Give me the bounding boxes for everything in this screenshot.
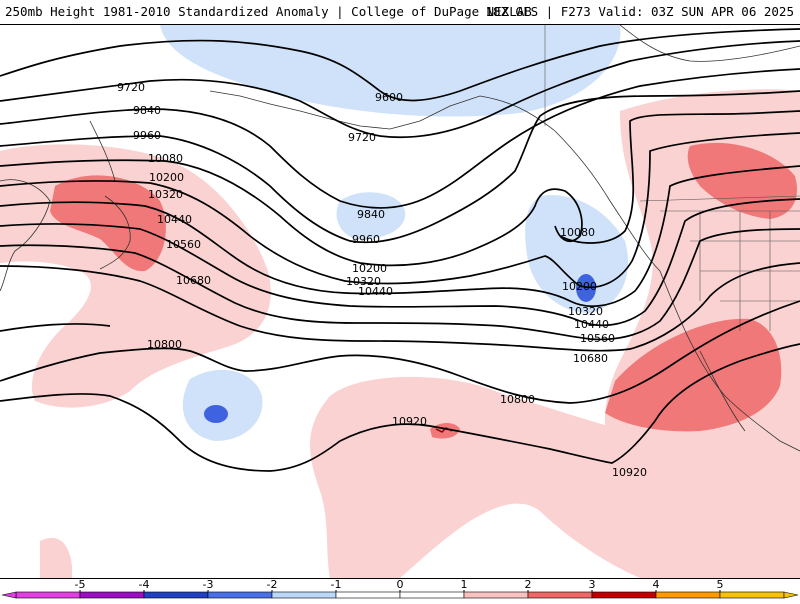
label-10080-west: 10080 <box>148 152 183 165</box>
label-10560-west: 10560 <box>166 238 201 251</box>
label-10440-west: 10440 <box>157 213 192 226</box>
label-10320-west: 10320 <box>148 188 183 201</box>
contour-9720 <box>0 40 800 139</box>
strong-negative-central <box>204 405 228 423</box>
colorbar-tick-label: 1 <box>461 578 468 591</box>
colorbar-max-arrow <box>783 591 799 599</box>
colorbar-segment <box>719 591 785 599</box>
colorbar-segment <box>143 591 209 599</box>
coast-aleutians <box>209 90 481 130</box>
label-10680-west: 10680 <box>176 274 211 287</box>
colorbar-segment <box>15 591 81 599</box>
contour-10800 <box>0 300 800 404</box>
contour-10920 <box>0 343 800 472</box>
contour-10440 <box>0 198 800 327</box>
colorbar-tick-label: -2 <box>267 578 278 591</box>
coastlines <box>0 25 800 452</box>
anomaly-map: 9600 9720 9720 9840 9840 9960 9960 10080… <box>0 24 800 579</box>
colorbar-min-arrow <box>1 591 17 599</box>
colorbar-tick-label: -5 <box>75 578 86 591</box>
label-10440-mid: 10440 <box>358 285 393 298</box>
label-9840-west: 9840 <box>133 104 161 117</box>
colorbar-segment <box>591 591 657 599</box>
model-run-info: 18Z GFS | F273 Valid: 03Z SUN APR 06 202… <box>485 4 794 19</box>
us-state-lines <box>660 210 800 331</box>
label-9600: 9600 <box>375 91 403 104</box>
colorbar-tick-label: -3 <box>203 578 214 591</box>
colorbar-tick-label: -1 <box>331 578 342 591</box>
contour-10680 <box>0 262 800 352</box>
colorbar-segment <box>527 591 593 599</box>
strong-negative-offshore <box>576 274 596 302</box>
label-10800-west: 10800 <box>147 338 182 351</box>
colorbar-segment <box>79 591 145 599</box>
contour-10080 <box>0 110 800 267</box>
contour-9840 <box>0 68 800 209</box>
label-10920-east: 10920 <box>612 466 647 479</box>
label-10080-east: 10080 <box>560 226 595 239</box>
colorbar-tick-label: 2 <box>525 578 532 591</box>
map-title: 250mb Height 1981-2010 Standardized Anom… <box>5 4 532 19</box>
negative-anomaly-central-pacific <box>182 369 263 441</box>
colorbar-tick-label: 0 <box>397 578 404 591</box>
contour-10560 <box>0 228 800 341</box>
colorbar-segment <box>335 591 401 599</box>
contour-9600 <box>0 28 800 102</box>
colorbar: -5 -4 -3 -2 -1 0 1 2 3 4 5 <box>0 578 800 600</box>
header-bar: 250mb Height 1981-2010 Standardized Anom… <box>0 0 800 24</box>
positive-anomaly-sw-blob <box>40 537 72 578</box>
colorbar-tick-label: -4 <box>139 578 150 591</box>
anomaly-shading <box>0 25 800 578</box>
height-contours <box>0 28 800 472</box>
contour-10200 <box>0 132 800 289</box>
contour-9960 <box>0 90 800 244</box>
label-9960-west: 9960 <box>133 129 161 142</box>
strong-positive-west-pacific <box>50 175 166 272</box>
canada-border <box>639 195 800 202</box>
colorbar-segment <box>207 591 273 599</box>
label-10800-east: 10800 <box>500 393 535 406</box>
coast-alaska-south <box>479 95 661 272</box>
negative-anomaly-offshore-west <box>525 195 629 313</box>
coast-kamchatka <box>89 120 116 182</box>
colorbar-segment <box>271 591 337 599</box>
strong-positive-southwest-us <box>605 318 782 432</box>
colorbar-tick-label: 4 <box>653 578 660 591</box>
label-10320-east: 10320 <box>568 305 603 318</box>
coast-west-north-america <box>659 270 800 452</box>
coast-japan <box>99 195 131 270</box>
contour-10320 <box>0 165 800 308</box>
label-10320-mid: 10320 <box>346 275 381 288</box>
label-10440-east: 10440 <box>574 318 609 331</box>
colorbar-segment <box>463 591 529 599</box>
colorbar-tick-label: 5 <box>717 578 724 591</box>
label-10200-west: 10200 <box>149 171 184 184</box>
label-9960-east: 9960 <box>352 233 380 246</box>
label-10680-east: 10680 <box>573 352 608 365</box>
label-10200-mid: 10200 <box>352 262 387 275</box>
label-10560-east: 10560 <box>580 332 615 345</box>
label-10200-east: 10200 <box>562 280 597 293</box>
contour-labels: 9600 9720 9720 9840 9840 9960 9960 10080… <box>117 81 647 479</box>
label-9720-east: 9720 <box>348 131 376 144</box>
colorbar-segment <box>655 591 721 599</box>
colorbar-tick-label: 3 <box>589 578 596 591</box>
colorbar-segment <box>399 591 465 599</box>
label-9720-west: 9720 <box>117 81 145 94</box>
coast-baja <box>699 350 746 432</box>
label-10920-hawaii: 10920 <box>392 415 427 428</box>
label-9840-east: 9840 <box>357 208 385 221</box>
